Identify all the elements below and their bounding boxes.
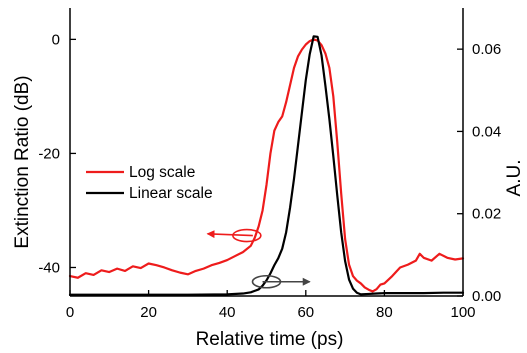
- series-line-log-scale: [68, 38, 465, 293]
- legend: Log scale Linear scale: [86, 164, 213, 202]
- y-tick-label: -40: [38, 259, 60, 276]
- y2-tick-label: 0.06: [472, 41, 501, 58]
- series-line-linear-scale: [68, 35, 465, 296]
- y-tick-label: -20: [38, 145, 60, 162]
- y2-tick-label: 0.02: [472, 206, 501, 223]
- x-tick-label: 60: [297, 304, 314, 321]
- annotation-arrow-log-scale: [206, 230, 253, 239]
- y2-axis-title: A.U.: [504, 160, 525, 197]
- legend-label-log-scale: Log scale: [129, 164, 195, 181]
- y-axis-title: Extinction Ratio (dB): [12, 75, 33, 248]
- x-axis-title: Relative time (ps): [196, 329, 344, 350]
- y2-tick-label: 0.00: [472, 288, 501, 305]
- series-layer: [68, 35, 465, 296]
- x-tick-label: 100: [450, 304, 475, 321]
- x-tick-label: 80: [376, 304, 393, 321]
- x-tick-label: 0: [66, 304, 74, 321]
- legend-label-linear-scale: Linear scale: [129, 185, 213, 202]
- annotation-layer: [206, 228, 311, 289]
- x-tick-label: 40: [219, 304, 236, 321]
- y-tick-label: 0: [52, 31, 60, 48]
- x-tick-label: 20: [140, 304, 157, 321]
- ticks-layer: 0 20 40 60 80 100 0 -20 -40 0.00 0.02 0.04 0.06: [38, 31, 501, 321]
- y2-tick-label: 0.04: [472, 123, 501, 140]
- axes-layer: [69, 8, 464, 297]
